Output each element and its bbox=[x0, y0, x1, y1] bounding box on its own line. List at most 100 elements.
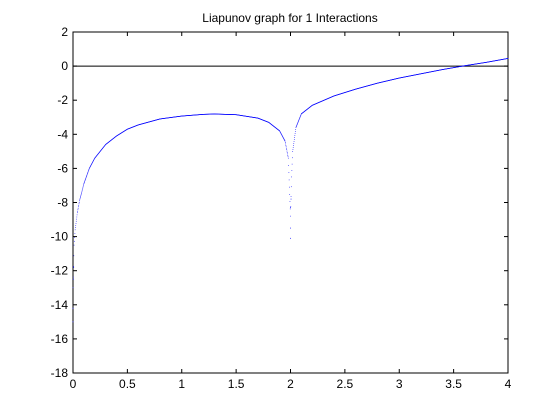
data-point bbox=[294, 133, 296, 134]
data-point bbox=[289, 201, 291, 202]
data-point bbox=[77, 210, 78, 212]
data-point bbox=[87, 171, 89, 173]
data-point bbox=[292, 149, 294, 150]
data-point bbox=[77, 212, 78, 214]
data-point bbox=[290, 207, 291, 209]
chart-title: Liapunov graph for 1 Interactions bbox=[202, 11, 377, 25]
data-point bbox=[299, 116, 301, 118]
data-point bbox=[286, 149, 288, 150]
data-point bbox=[72, 321, 74, 323]
data-point bbox=[88, 170, 89, 172]
data-point bbox=[72, 278, 74, 280]
data-point bbox=[300, 115, 301, 117]
data-point bbox=[88, 168, 90, 169]
data-point bbox=[91, 163, 93, 165]
data-point bbox=[280, 133, 282, 134]
data-point bbox=[85, 177, 87, 178]
y-tick-label: -10 bbox=[51, 230, 69, 244]
data-point bbox=[291, 163, 293, 165]
data-point bbox=[86, 174, 88, 175]
data-point bbox=[90, 166, 91, 167]
data-point bbox=[90, 164, 92, 166]
data-point bbox=[290, 196, 292, 197]
data-point bbox=[294, 135, 296, 136]
x-tick-label: 0.5 bbox=[119, 377, 136, 391]
data-point bbox=[287, 157, 289, 159]
x-axis: 0 0.5 1 1.5 2 2.5 3 3.5 4 bbox=[70, 32, 512, 391]
data-point bbox=[83, 184, 84, 186]
y-tick-label: 0 bbox=[61, 59, 68, 73]
data-point bbox=[76, 218, 77, 220]
y-tick-label: 2 bbox=[61, 25, 68, 39]
data-point bbox=[91, 162, 93, 164]
data-point bbox=[285, 143, 286, 145]
y-tick-label: -12 bbox=[51, 264, 69, 278]
data-point bbox=[78, 201, 80, 203]
data-point bbox=[300, 114, 302, 116]
data-point bbox=[76, 216, 78, 218]
data-point bbox=[91, 163, 92, 165]
data-point bbox=[74, 240, 75, 242]
data-point bbox=[292, 151, 294, 152]
data-point bbox=[74, 237, 75, 238]
data-point bbox=[81, 192, 82, 194]
x-tick-label: 0 bbox=[70, 377, 77, 391]
data-point bbox=[290, 237, 291, 239]
data-point bbox=[83, 183, 85, 185]
data-point bbox=[293, 143, 295, 144]
data-point bbox=[298, 119, 300, 121]
data-point bbox=[79, 199, 81, 201]
data-point bbox=[290, 198, 292, 200]
y-tick-label: -16 bbox=[51, 332, 69, 346]
x-tick-label: 3.5 bbox=[445, 377, 462, 391]
data-point bbox=[75, 225, 77, 226]
data-point bbox=[281, 135, 283, 136]
data-point bbox=[280, 133, 282, 135]
data-point bbox=[93, 158, 95, 160]
data-point bbox=[92, 161, 94, 163]
data-point bbox=[72, 307, 74, 309]
data-point bbox=[281, 134, 283, 136]
data-point bbox=[283, 139, 285, 140]
series-points bbox=[72, 58, 509, 323]
data-point bbox=[84, 181, 86, 182]
y-tick-label: -6 bbox=[57, 161, 68, 175]
data-point bbox=[81, 190, 83, 192]
data-point bbox=[282, 137, 284, 138]
data-point bbox=[279, 131, 281, 132]
data-point bbox=[73, 266, 75, 268]
data-point bbox=[291, 170, 293, 171]
data-point bbox=[85, 176, 87, 178]
data-point bbox=[92, 160, 94, 162]
data-point bbox=[280, 132, 282, 134]
data-point bbox=[298, 120, 300, 122]
data-point bbox=[72, 276, 74, 278]
data-point bbox=[288, 172, 290, 174]
data-point bbox=[89, 167, 90, 169]
data-point bbox=[74, 233, 76, 234]
data-point bbox=[298, 118, 300, 120]
data-point bbox=[80, 196, 81, 197]
data-point bbox=[296, 124, 298, 126]
data-point bbox=[80, 195, 82, 196]
x-tick-label: 1 bbox=[178, 377, 185, 391]
data-point bbox=[78, 206, 79, 208]
data-point bbox=[299, 118, 300, 119]
data-point bbox=[287, 154, 289, 156]
data-point bbox=[297, 123, 298, 124]
data-point bbox=[283, 138, 285, 140]
data-point bbox=[75, 223, 77, 224]
data-point bbox=[288, 179, 290, 181]
data-point bbox=[298, 120, 299, 122]
data-point bbox=[81, 189, 83, 191]
data-point bbox=[284, 139, 285, 141]
data-point bbox=[292, 147, 294, 148]
data-point bbox=[93, 160, 94, 162]
data-point bbox=[88, 169, 90, 171]
data-point bbox=[87, 173, 88, 175]
data-point bbox=[293, 145, 294, 146]
data-point bbox=[82, 187, 84, 189]
x-tick-label: 2 bbox=[287, 377, 294, 391]
data-point bbox=[285, 146, 287, 148]
x-tick-label: 3 bbox=[396, 377, 403, 391]
